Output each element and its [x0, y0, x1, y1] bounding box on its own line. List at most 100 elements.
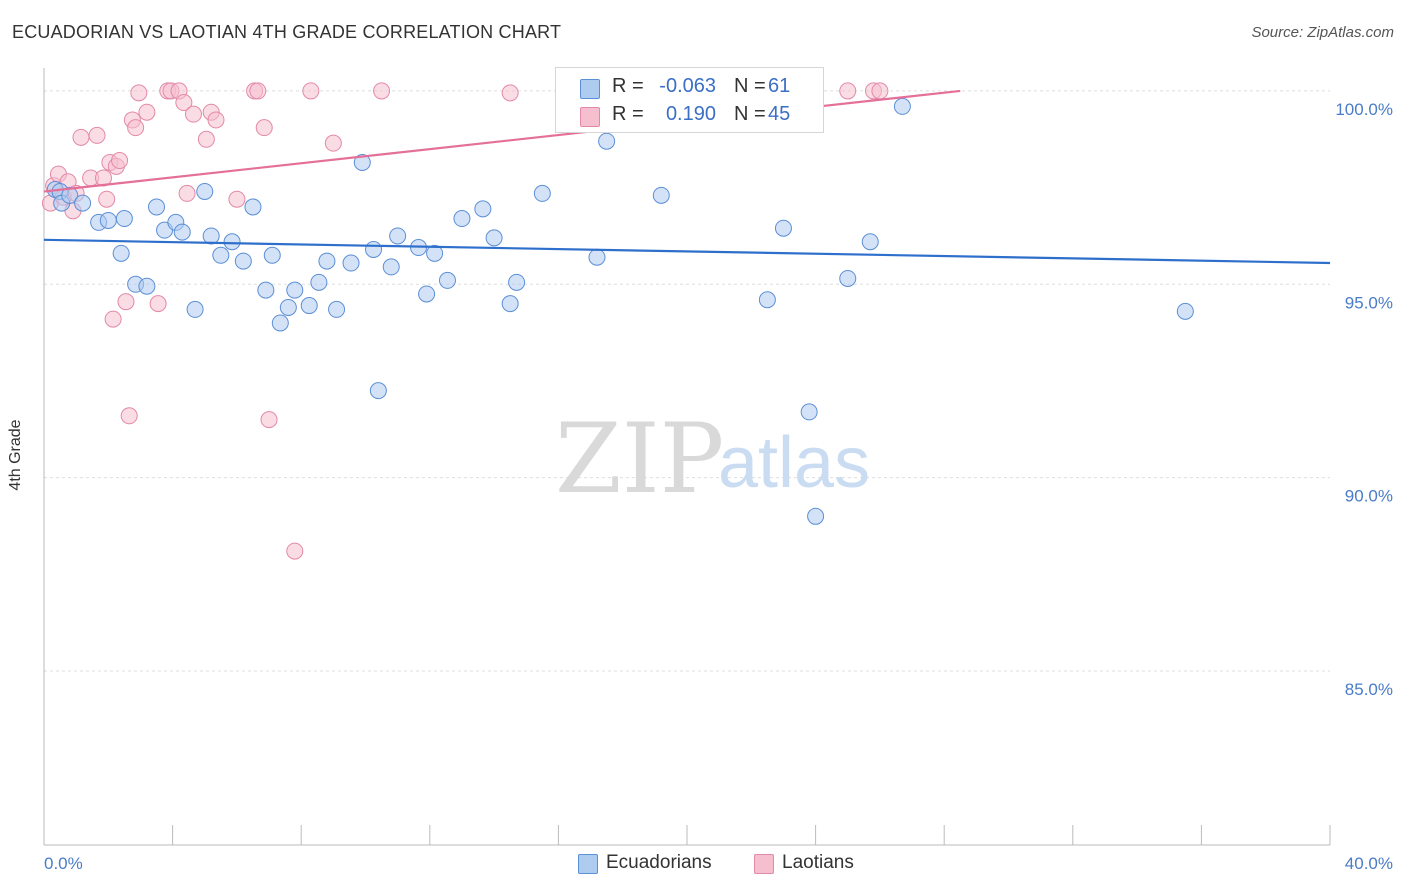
ecuadorian-point — [112, 244, 130, 262]
ecuadorian-point — [74, 194, 92, 212]
ecuadorian-point — [148, 198, 166, 216]
ecuadorian-point — [533, 184, 551, 202]
ecuadorian-point — [758, 291, 776, 309]
tick-labels: 85.0% 90.0% 95.0% 100.0% 0.0% 40.0% — [44, 100, 1393, 873]
laotian-point — [871, 82, 889, 100]
laotian-point — [228, 190, 246, 208]
laotian-point — [72, 128, 90, 146]
stats-legend: R = -0.063 N = 61 R = 0.190 N = 45 — [555, 67, 824, 133]
ecuadorian-point — [474, 200, 492, 218]
ecuadorian-point — [186, 300, 204, 318]
laotian-point — [260, 411, 278, 429]
laotian-point — [138, 103, 156, 121]
laotian-point — [149, 295, 167, 313]
ecuadorian-point — [800, 403, 818, 421]
source-credit: Source: ZipAtlas.com — [1251, 24, 1394, 41]
ecuadorian-point — [508, 273, 526, 291]
ecuadorian-point — [300, 297, 318, 315]
y-tick-label: 90.0% — [1345, 487, 1393, 506]
ecuadorian-point — [861, 233, 879, 251]
ecuadorian-point — [453, 210, 471, 228]
ecuadorian-point — [271, 314, 289, 332]
y-tick-label: 100.0% — [1335, 100, 1393, 119]
laotian-point — [104, 310, 122, 328]
laotian-point — [117, 293, 135, 311]
laotian-point — [373, 82, 391, 100]
ecuadorian-point — [286, 281, 304, 299]
legend-row-laotians: R = 0.190 N = 45 — [556, 100, 823, 130]
ecuadorian-point — [839, 269, 857, 287]
ecuadorian-point — [598, 132, 616, 150]
legend-swatch-pink — [754, 854, 774, 874]
laotian-point — [286, 542, 304, 560]
laotian-point — [120, 407, 138, 425]
legend-r-value: -0.063 — [659, 75, 716, 97]
legend-n-value: 61 — [768, 75, 791, 97]
ecuadorian-point — [279, 298, 297, 316]
laotian-point — [98, 190, 116, 208]
laotian-point — [178, 184, 196, 202]
laotian-point — [197, 130, 215, 148]
legend-n-label: N = — [734, 103, 766, 125]
ecuadorian-point — [369, 382, 387, 400]
ecuadorian-point — [382, 258, 400, 276]
ecuadorian-point — [99, 211, 117, 229]
ecuadorian-point — [1176, 302, 1194, 320]
watermark: ZIP atlas — [555, 403, 870, 515]
grid-layer — [44, 90, 1330, 672]
y-tick-label: 85.0% — [1345, 680, 1393, 699]
laotian-point — [501, 84, 519, 102]
ecuadorian-point — [485, 229, 503, 247]
ecuadorian-trend-line — [43, 238, 1331, 265]
y-tick-label: 95.0% — [1345, 293, 1393, 312]
laotian-point — [175, 94, 193, 112]
points-layer — [41, 82, 1194, 560]
ecuadorian-point — [310, 273, 328, 291]
laotian-point — [249, 82, 267, 100]
axis-layer — [43, 68, 1331, 846]
legend-r-label: R = — [612, 103, 644, 125]
ecuadorian-point — [807, 507, 825, 525]
ecuadorian-point — [328, 300, 346, 318]
legend-label-ecuadorians: Ecuadorians — [606, 852, 712, 873]
laotian-point — [302, 82, 320, 100]
watermark-zip: ZIP — [555, 403, 724, 515]
ecuadorian-point — [318, 252, 336, 270]
laotian-point — [111, 152, 129, 170]
laotian-point — [207, 111, 225, 129]
ecuadorian-point — [196, 182, 214, 200]
legend-swatch-blue — [578, 854, 598, 874]
legend-n-value: 45 — [768, 103, 791, 125]
legend-r-label: R = — [612, 75, 644, 97]
legend-label-laotians: Laotians — [782, 852, 854, 873]
ecuadorian-point — [202, 227, 220, 245]
chart-title: ECUADORIAN VS LAOTIAN 4TH GRADE CORRELAT… — [12, 22, 562, 42]
ecuadorian-point — [774, 219, 792, 237]
legend-swatch-blue — [580, 79, 600, 99]
legend-r-value: 0.190 — [665, 103, 716, 125]
laotian-point — [130, 84, 148, 102]
ecuadorian-point — [501, 295, 519, 313]
ecuadorian-point — [223, 233, 241, 251]
laotian-point — [255, 119, 273, 137]
laotian-point — [127, 119, 145, 137]
ecuadorian-point — [588, 248, 606, 266]
x-tick-label: 40.0% — [1345, 854, 1393, 873]
laotian-point — [324, 134, 342, 152]
ecuadorian-point — [652, 186, 670, 204]
ecuadorian-point — [234, 252, 252, 270]
laotian-point — [839, 82, 857, 100]
legend-n-label: N = — [734, 75, 766, 97]
ecuadorian-point — [426, 244, 444, 262]
watermark-atlas: atlas — [718, 423, 870, 503]
laotian-point — [184, 105, 202, 123]
ecuadorian-point — [173, 223, 191, 241]
ecuadorian-point — [244, 198, 262, 216]
ecuadorian-point — [115, 210, 133, 228]
ecuadorian-point — [389, 227, 407, 245]
legend-swatch-pink — [580, 107, 600, 127]
ecuadorian-point — [365, 240, 383, 258]
ecuadorian-point — [138, 277, 156, 295]
ecuadorian-point — [893, 97, 911, 115]
